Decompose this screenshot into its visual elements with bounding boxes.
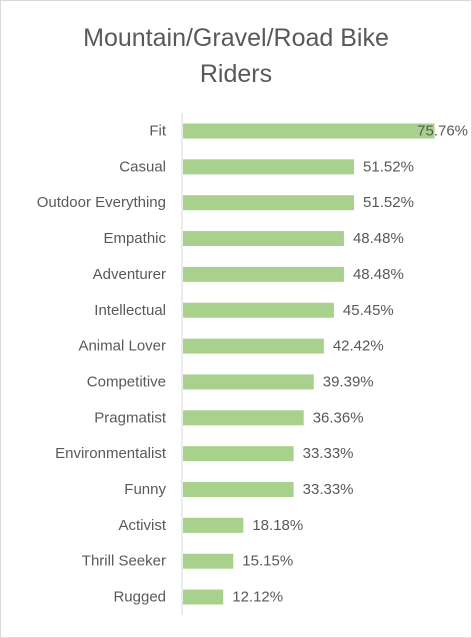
bars-layer	[183, 123, 435, 605]
category-label-1: Casual	[119, 158, 166, 175]
data-label-6: 42.42%	[333, 338, 384, 355]
chart-title: Mountain/Gravel/Road Bike Riders	[0, 20, 472, 92]
bar-12	[183, 553, 234, 569]
category-label-13: Rugged	[113, 589, 166, 606]
bar-5	[183, 302, 334, 318]
data-label-11: 18.18%	[252, 517, 303, 534]
chart-title-line-2: Riders	[199, 60, 273, 88]
category-label-2: Outdoor Everything	[37, 194, 166, 211]
category-label-8: Pragmatist	[94, 409, 167, 426]
data-label-5: 45.45%	[343, 302, 394, 319]
bar-11	[183, 517, 244, 533]
data-label-10: 33.33%	[303, 481, 354, 498]
bar-6	[183, 338, 324, 354]
category-label-6: Animal Lover	[78, 338, 166, 355]
data-label-3: 48.48%	[353, 230, 404, 247]
data-label-13: 12.12%	[232, 589, 283, 606]
category-label-5: Intellectual	[94, 302, 166, 319]
chart-title-line-1: Mountain/Gravel/Road Bike	[83, 24, 389, 52]
bar-10	[183, 482, 294, 497]
bar-2	[183, 195, 355, 211]
data-label-0: 75.76%	[417, 123, 468, 140]
bar-9	[183, 446, 294, 462]
category-label-9: Environmentalist	[55, 445, 167, 462]
category-label-7: Competitive	[87, 373, 166, 390]
category-label-10: Funny	[124, 481, 166, 498]
bar-0	[183, 123, 435, 139]
data-label-1: 51.52%	[363, 158, 414, 175]
data-label-7: 39.39%	[323, 373, 374, 390]
labels-layer: Fit 75.76% Casual 51.52% Outdoor Everything 5…	[37, 123, 468, 606]
category-label-12: Thrill Seeker	[82, 553, 166, 570]
data-label-9: 33.33%	[303, 445, 354, 462]
bar-8	[183, 410, 304, 426]
bar-4	[183, 266, 344, 282]
data-label-4: 48.48%	[353, 266, 404, 283]
data-label-2: 51.52%	[363, 194, 414, 211]
bar-3	[183, 231, 344, 247]
data-label-8: 36.36%	[313, 409, 364, 426]
bar-13	[183, 589, 224, 605]
category-label-0: Fit	[149, 123, 166, 140]
category-label-11: Activist	[118, 517, 166, 534]
category-label-4: Adventurer	[93, 266, 166, 283]
data-label-12: 15.15%	[242, 553, 293, 570]
category-label-3: Empathic	[103, 230, 166, 247]
bar-7	[183, 374, 314, 390]
bar-1	[183, 159, 355, 175]
